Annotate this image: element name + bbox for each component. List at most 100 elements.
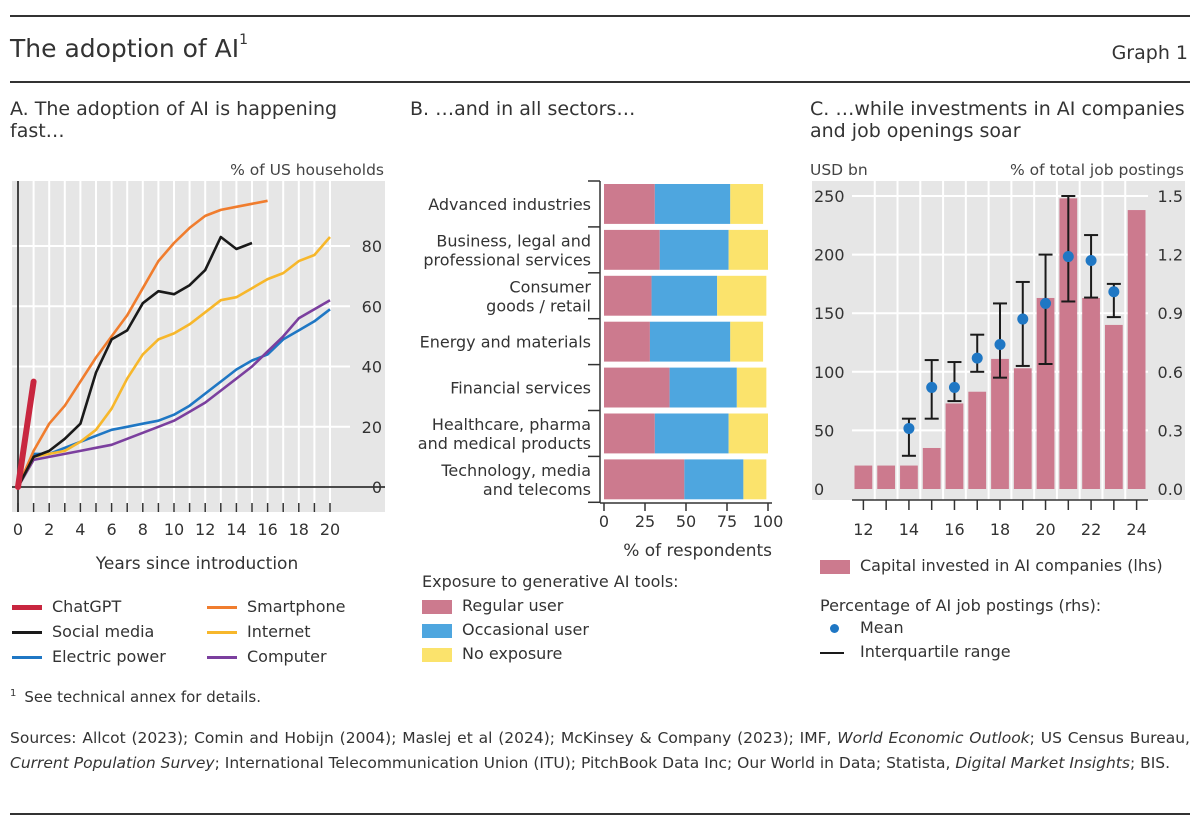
x-axis-title: Years since introduction — [95, 554, 298, 574]
legend-swatch — [12, 631, 42, 634]
mean-point — [1085, 254, 1097, 266]
legend-item-occasional-user: Occasional user — [422, 620, 589, 640]
y-tick-label-left: 100 — [814, 363, 845, 382]
bar-regular-user — [604, 367, 670, 408]
legend-item-no-exposure: No exposure — [422, 644, 562, 664]
y-tick-label-left: 250 — [814, 187, 845, 206]
category-label: goods / retail — [486, 296, 591, 315]
legend-item-smartphone: Smartphone — [207, 597, 345, 617]
x-tick-label: 16 — [257, 520, 277, 539]
y-tick-label: 0 — [372, 478, 382, 497]
legend-swatch — [820, 651, 844, 654]
legend-title-exposure: Exposure to generative AI tools: — [422, 572, 679, 591]
category-label: Consumer — [509, 277, 591, 296]
series-line-smartphone — [16, 199, 268, 488]
legend-label: Social media — [52, 622, 155, 641]
bar-regular-user — [604, 413, 655, 454]
source-part: ; US Census Bureau, — [1029, 729, 1190, 747]
y-tick-label: 40 — [362, 358, 382, 377]
x-tick-label: 2 — [44, 520, 54, 539]
x-tick-label: 18 — [990, 520, 1010, 539]
bar-regular-user — [604, 275, 652, 316]
x-tick-label: 25 — [635, 512, 655, 531]
x-tick-label: 20 — [1035, 520, 1055, 539]
x-tick-label: 24 — [1126, 520, 1146, 539]
header-rule — [10, 81, 1190, 83]
category-label: and medical products — [418, 434, 591, 453]
x-tick-label: 10 — [164, 520, 184, 539]
y-tick-label-left: 150 — [814, 304, 845, 323]
x-tick-label: 12 — [195, 520, 215, 539]
mean-point — [903, 422, 915, 434]
y-tick-label-right: 0.6 — [1158, 363, 1183, 382]
bar-occasional-user — [651, 275, 718, 316]
legend-item-interquartile: Interquartile range — [820, 642, 1011, 662]
footnote: 1 See technical annex for details. — [10, 688, 261, 706]
legend-subtitle-job-postings: Percentage of AI job postings (rhs): — [820, 596, 1102, 615]
x-tick-label: 16 — [944, 520, 964, 539]
graph-number: Graph 1 — [1111, 42, 1188, 64]
x-tick-label: 12 — [853, 520, 873, 539]
legend-swatch — [422, 647, 452, 662]
category-label: and telecoms — [483, 480, 591, 499]
x-tick-label: 50 — [676, 512, 696, 531]
bottom-rule — [10, 813, 1190, 815]
y-tick-label: 20 — [362, 418, 382, 437]
panel-a-title: A. The adoption of AI is happening fast… — [10, 98, 338, 142]
x-tick-label: 75 — [717, 512, 737, 531]
legend-item-mean: Mean — [828, 618, 904, 638]
y-tick-label-right: 1.2 — [1158, 246, 1183, 265]
x-tick-label: 6 — [107, 520, 117, 539]
x-tick-label: 0 — [599, 512, 609, 531]
legend-label: Occasional user — [462, 620, 589, 639]
panel-b-title: B. …and in all sectors… — [410, 98, 636, 120]
x-tick-label: 4 — [75, 520, 85, 539]
mean-point — [926, 381, 938, 393]
bar-no-exposure — [728, 229, 768, 270]
bar-capital-invested — [968, 391, 987, 489]
bar-capital-invested — [854, 465, 873, 489]
y-tick-label: 60 — [362, 297, 382, 316]
legend-label: Electric power — [52, 647, 166, 666]
bar-capital-invested — [1127, 210, 1146, 489]
legend-item-computer: Computer — [207, 647, 327, 667]
y-tick-label-right: 0.9 — [1158, 304, 1183, 323]
legend-item-capital-invested: Capital invested in AI companies (lhs) — [820, 556, 1163, 576]
category-label: Financial services — [450, 379, 591, 398]
bar-capital-invested — [922, 447, 941, 489]
source-part: Digital Market Insights — [955, 754, 1130, 772]
category-label: Advanced industries — [428, 195, 591, 214]
mean-point — [1040, 297, 1052, 309]
series-line-internet — [16, 236, 331, 488]
y-tick-label-right: 1.5 — [1158, 187, 1183, 206]
legend-item-electric-power: Electric power — [12, 647, 166, 667]
bar-occasional-user — [649, 321, 731, 362]
legend-swatch — [422, 623, 452, 638]
bar-capital-invested — [1036, 297, 1055, 489]
mean-point — [994, 338, 1006, 350]
bar-capital-invested — [877, 465, 896, 489]
category-label: Energy and materials — [420, 333, 591, 352]
legend-item-regular-user: Regular user — [422, 596, 563, 616]
y-tick-label-left: 0 — [814, 480, 824, 499]
panel-c-title: C. …while investments in AI companies an… — [810, 98, 1185, 142]
x-tick-label: 22 — [1081, 520, 1101, 539]
bar-regular-user — [604, 184, 655, 224]
y-tick-label: 80 — [362, 237, 382, 256]
bar-no-exposure — [736, 367, 767, 408]
category-label: Technology, media — [440, 461, 591, 480]
series-line-social-media — [16, 235, 253, 488]
legend-item-social-media: Social media — [12, 622, 154, 642]
footnote-text: See technical annex for details. — [24, 688, 261, 706]
source-part: World Economic Outlook — [837, 729, 1030, 747]
mean-point — [948, 381, 960, 393]
bar-no-exposure — [728, 413, 768, 454]
bar-capital-invested — [1059, 198, 1078, 489]
category-label: Healthcare, pharma — [432, 415, 591, 434]
y-axis-unit-label: % of US households — [230, 161, 384, 179]
source-part: ; BIS. — [1129, 754, 1171, 772]
mean-point — [1017, 313, 1029, 325]
x-axis-title: % of respondents — [623, 541, 772, 561]
bar-capital-invested — [1082, 297, 1100, 489]
